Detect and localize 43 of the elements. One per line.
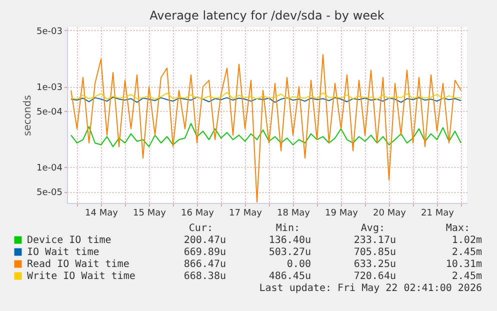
legend-label: Write IO Wait time — [27, 271, 136, 282]
y-tick-label: 1e-03 — [36, 83, 62, 94]
text: 705.85u — [354, 247, 396, 258]
text: 200.47u — [184, 235, 226, 246]
legend-label: Read IO Wait time — [27, 259, 130, 270]
text: 633.25u — [354, 259, 396, 270]
x-tick-label: 17 May — [229, 208, 263, 218]
legend-label: Device IO time — [27, 235, 112, 246]
text: 669.89u — [184, 247, 226, 258]
x-tick-label: 15 May — [133, 208, 167, 218]
text: Avg: — [360, 223, 385, 234]
x-tick-label: 14 May — [85, 208, 119, 218]
text: 136.40u — [268, 235, 311, 246]
text: 0.00 — [286, 259, 311, 270]
chart-title: Average latency for /dev/sda - by week — [150, 8, 384, 22]
text: 1.02m — [452, 235, 482, 246]
text: 866.47u — [184, 259, 226, 270]
x-tick-label: 19 May — [325, 208, 359, 218]
x-tick-label: 20 May — [373, 208, 407, 218]
y-axis-title: seconds — [22, 95, 34, 136]
text: 233.17u — [354, 235, 396, 246]
text: Max: — [446, 223, 470, 234]
text: Min: — [276, 223, 300, 234]
text: Last update: Fri May 22 02:41:00 2026 — [259, 283, 482, 294]
line-series — [70, 54, 462, 203]
text: Cur: — [188, 223, 213, 234]
text: 2.45m — [452, 271, 482, 282]
text: 668.38u — [184, 271, 226, 282]
x-tick-label: 18 May — [277, 208, 311, 218]
y-tick-label: 1e-04 — [36, 164, 63, 174]
y-tick-label: 5e-04 — [36, 107, 63, 118]
y-tick-label: 5e-03 — [36, 26, 62, 37]
text: 486.45u — [268, 271, 311, 282]
text: 10.31m — [446, 259, 482, 270]
x-tick-label: 21 May — [421, 208, 455, 218]
text: 720.64u — [354, 271, 396, 282]
line-series — [70, 92, 462, 100]
text: 2.45m — [452, 247, 482, 258]
legend-label: IO Wait time — [27, 247, 100, 258]
y-tick-label: 5e-05 — [36, 188, 62, 198]
line-series — [70, 122, 462, 148]
text: 503.27u — [268, 247, 311, 258]
x-tick-label: 16 May — [181, 208, 215, 218]
